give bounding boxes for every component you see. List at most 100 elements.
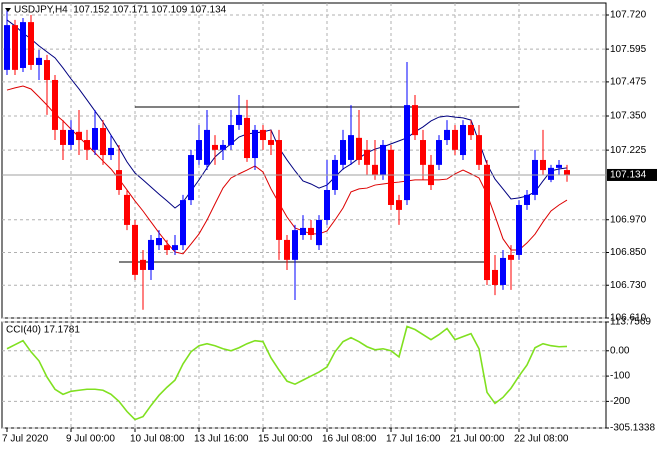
candle-body	[372, 164, 378, 175]
candle-body	[244, 117, 250, 159]
candle-body	[452, 129, 458, 150]
candle-body	[508, 254, 514, 260]
x-tick-label: 22 Jul 08:00	[514, 434, 569, 445]
last-price-label: 107.134	[610, 170, 647, 181]
candle-body	[476, 135, 482, 165]
candle-body	[68, 129, 74, 145]
candle-body	[364, 149, 370, 165]
title-icon	[5, 8, 11, 12]
candle-body	[380, 144, 386, 175]
chart-title: USDJPY,H4 107.152 107.171 107.109 107.13…	[14, 5, 227, 16]
candle-body	[404, 105, 410, 201]
candle-body	[108, 147, 114, 156]
y-tick-label: 113.7569	[610, 317, 651, 328]
candle-body	[516, 204, 522, 255]
candle-body	[444, 129, 450, 141]
candle-body	[500, 257, 506, 285]
candle-body	[20, 22, 26, 68]
candle-body	[204, 129, 210, 165]
candle-body	[28, 22, 34, 65]
candle-body	[116, 170, 122, 190]
candle-body	[100, 128, 106, 156]
candle-body	[228, 125, 234, 145]
candle-body	[292, 230, 298, 260]
candle-body	[324, 189, 330, 221]
y-tick-label: -200	[610, 396, 630, 407]
candle-body	[460, 125, 466, 156]
candle-body	[44, 60, 50, 80]
x-tick-label: 15 Jul 00:00	[258, 434, 313, 445]
y-tick-label: 107.720	[610, 10, 647, 21]
candle-body	[492, 269, 498, 285]
candle-body	[220, 144, 226, 150]
candle-body	[468, 125, 474, 136]
y-tick-label: 106.970	[610, 214, 647, 225]
candle-body	[556, 164, 562, 168]
x-tick-label: 17 Jul 16:00	[386, 434, 441, 445]
candle-body	[36, 57, 42, 65]
candle-body	[356, 137, 362, 160]
candle-body	[188, 155, 194, 201]
candle-body	[180, 200, 186, 246]
candle-body	[540, 159, 546, 171]
candle-body	[124, 194, 130, 225]
candle-body	[236, 114, 242, 126]
candle-body	[564, 170, 570, 175]
candle-body	[156, 238, 162, 246]
candle-body	[196, 140, 202, 160]
chart-title: CCI(40) 17.1781	[6, 325, 80, 336]
candle-body	[164, 245, 170, 251]
cci-line	[6, 325, 568, 421]
candle-body	[4, 25, 10, 70]
y-tick-label: 107.595	[610, 44, 647, 55]
candle-body	[484, 164, 490, 281]
candle-body	[52, 79, 58, 130]
candle-body	[548, 167, 554, 180]
y-tick-label: 106.730	[610, 280, 647, 291]
candle-body	[212, 144, 218, 150]
candle-body	[76, 131, 82, 141]
candle-body	[524, 194, 530, 205]
candle-body	[252, 129, 258, 159]
y-tick-label: 0.00	[610, 345, 630, 356]
y-tick-label: 107.475	[610, 77, 647, 88]
y-tick-label: 107.225	[610, 145, 647, 156]
y-tick-label: 106.850	[610, 247, 647, 258]
candle-body	[12, 25, 18, 70]
candle-body	[420, 140, 426, 165]
candle-body	[132, 224, 138, 275]
candle-body	[340, 140, 346, 165]
candle-body	[92, 128, 98, 150]
x-tick-label: 13 Jul 16:00	[194, 434, 249, 445]
candle-body	[532, 159, 538, 195]
candle-body	[300, 227, 306, 236]
y-tick-label: 107.350	[610, 111, 647, 122]
x-tick-label: 10 Jul 08:00	[130, 434, 185, 445]
candle-body	[388, 149, 394, 205]
candle-body	[140, 259, 146, 270]
x-tick-label: 9 Jul 00:00	[66, 434, 115, 445]
candle-body	[308, 227, 314, 236]
last-price-box	[607, 168, 657, 181]
x-tick-label: 16 Jul 08:00	[322, 434, 377, 445]
candle-body	[260, 129, 266, 141]
candle-body	[60, 129, 66, 145]
candle-body	[268, 140, 274, 145]
candle-body	[396, 200, 402, 210]
candle-body	[148, 239, 154, 270]
candle-body	[316, 220, 322, 246]
candle-body	[348, 135, 354, 160]
x-tick-label: 21 Jul 00:00	[450, 434, 505, 445]
candle-body	[84, 140, 90, 150]
candle-body	[284, 239, 290, 260]
x-tick-label: 7 Jul 2020	[2, 434, 49, 445]
candle-body	[172, 245, 178, 251]
candle-body	[436, 140, 442, 165]
y-tick-label: -305.1338	[610, 423, 655, 434]
y-tick-label: 106.610	[610, 313, 647, 324]
y-tick-label: -100	[610, 371, 630, 382]
candle-body	[276, 140, 282, 240]
